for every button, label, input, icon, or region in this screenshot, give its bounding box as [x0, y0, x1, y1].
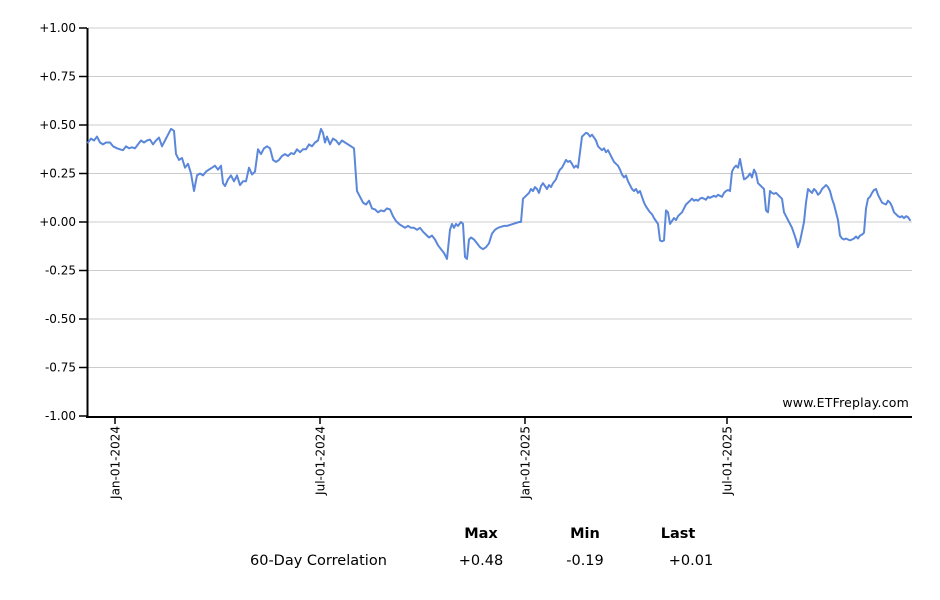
stats-value-max: +0.48	[458, 553, 504, 569]
correlation-line-chart: +1.00 +0.75 +0.50 +0.25 +0.00 -0.25 -0.50 -0.75…	[39, 21, 912, 500]
y-tick-label: -0.75	[45, 361, 76, 375]
stats-value-min: -0.19	[566, 553, 604, 569]
stats-header-min: Min	[570, 526, 600, 542]
y-tick-label: +0.75	[39, 70, 76, 84]
x-tick-label: Jan-01-2025	[519, 426, 533, 500]
stats-value-last: +0.01	[668, 553, 714, 569]
stats-header-max: Max	[464, 526, 498, 542]
x-tick-label: Jul-01-2024	[314, 426, 328, 496]
y-tick-label: -0.50	[45, 312, 76, 326]
y-tick-label: +0.00	[39, 215, 76, 229]
stats-header-last: Last	[660, 526, 696, 542]
correlation-series-line	[87, 127, 911, 260]
etfreplay-watermark: www.ETFreplay.com	[782, 395, 909, 410]
y-tick-label: +0.25	[39, 167, 76, 181]
stats-row-label: 60-Day Correlation	[250, 553, 387, 569]
x-tick-label: Jul-01-2025	[721, 426, 735, 496]
y-tick-label: -1.00	[45, 409, 76, 423]
x-tick-label: Jan-01-2024	[109, 426, 123, 500]
y-tick-label: -0.25	[45, 264, 76, 278]
y-tick-label: +1.00	[39, 21, 76, 35]
y-tick-label: +0.50	[39, 118, 76, 132]
